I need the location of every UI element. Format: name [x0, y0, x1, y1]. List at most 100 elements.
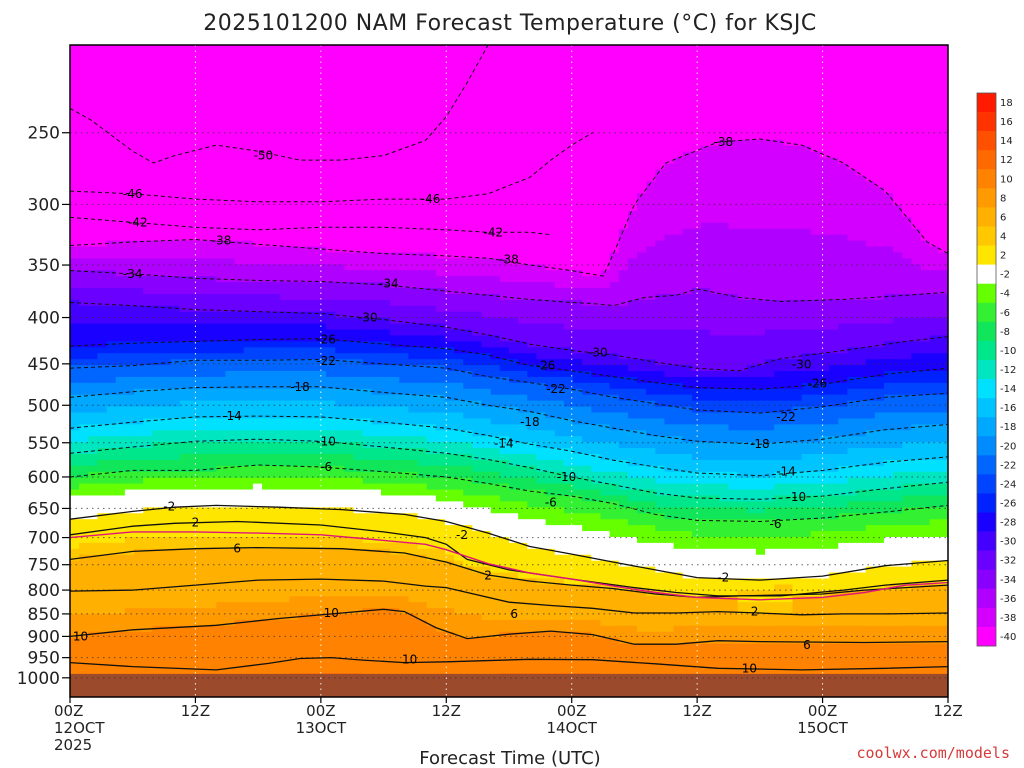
temperature-cell	[161, 501, 172, 508]
temperature-cell	[417, 501, 428, 508]
temperature-cell	[307, 519, 318, 526]
temperature-cell	[143, 388, 153, 396]
temperature-cell	[170, 116, 181, 123]
temperature-cell	[280, 643, 291, 651]
temperature-cell	[271, 216, 281, 224]
temperature-cell	[307, 477, 318, 485]
temperature-cell	[435, 365, 446, 372]
temperature-cell	[481, 317, 492, 325]
temperature-cell	[161, 548, 172, 556]
temperature-cell	[280, 45, 291, 52]
temperature-cell	[316, 299, 327, 307]
temperature-cell	[198, 329, 208, 337]
temperature-cell	[371, 412, 382, 420]
temperature-cell	[335, 122, 345, 129]
temperature-cell	[207, 205, 217, 212]
temperature-cell	[307, 151, 318, 159]
temperature-cell	[97, 590, 108, 597]
temperature-cell	[408, 359, 419, 366]
temperature-cell	[426, 507, 437, 514]
temperature-cell	[463, 590, 474, 597]
temperature-cell	[316, 554, 327, 562]
temperature-cell	[444, 359, 455, 366]
temperature-cell	[97, 430, 108, 437]
temperature-cell	[188, 193, 199, 200]
temperature-cell	[399, 62, 409, 70]
temperature-cell	[225, 614, 236, 621]
temperature-cell	[134, 258, 144, 265]
temperature-cell	[271, 371, 281, 378]
temperature-cell	[426, 305, 437, 313]
temperature-cell	[234, 293, 245, 301]
temperature-cell	[124, 282, 135, 289]
temperature-cell	[152, 323, 163, 331]
temperature-cell	[143, 240, 153, 248]
temperature-cell	[106, 359, 117, 366]
temperature-cell	[444, 643, 455, 651]
temperature-cell	[143, 465, 153, 473]
temperature-cell	[298, 68, 309, 76]
temperature-cell	[97, 193, 108, 200]
temperature-cell	[152, 329, 163, 337]
temperature-cell	[79, 246, 89, 254]
temperature-cell	[298, 602, 309, 609]
temperature-cell	[371, 122, 382, 129]
temperature-cell	[79, 388, 89, 396]
temperature-cell	[124, 74, 135, 82]
temperature-cell	[198, 471, 208, 479]
temperature-cell	[307, 406, 318, 414]
temperature-cell	[307, 98, 318, 105]
temperature-cell	[161, 507, 172, 514]
temperature-cell	[417, 489, 428, 497]
temperature-cell	[79, 234, 89, 242]
temperature-cell	[252, 122, 263, 129]
temperature-cell	[435, 608, 446, 615]
temperature-cell	[435, 276, 446, 283]
temperature-cell	[225, 625, 236, 633]
temperature-cell	[170, 50, 181, 58]
temperature-cell	[115, 590, 126, 597]
temperature-cell	[170, 412, 181, 420]
temperature-cell	[152, 110, 163, 117]
temperature-cell	[289, 110, 300, 117]
temperature-cell	[481, 299, 492, 307]
temperature-cell	[179, 92, 190, 99]
temperature-cell	[170, 193, 181, 200]
temperature-cell	[463, 525, 474, 532]
temperature-cell	[70, 293, 80, 301]
temperature-cell	[362, 293, 373, 301]
temperature-cell	[152, 649, 163, 657]
temperature-cell	[106, 116, 117, 123]
temperature-cell	[79, 625, 89, 633]
temperature-cell	[454, 169, 464, 176]
temperature-cell	[152, 388, 163, 396]
temperature-cell	[188, 68, 199, 76]
temperature-cell	[362, 288, 373, 295]
temperature-cell	[106, 193, 117, 200]
temperature-cell	[435, 661, 446, 668]
temperature-cell	[362, 430, 373, 437]
temperature-cell	[316, 240, 327, 248]
temperature-cell	[179, 483, 190, 491]
temperature-cell	[161, 448, 172, 455]
temperature-cell	[371, 299, 382, 307]
temperature-cell	[115, 542, 126, 550]
temperature-cell	[134, 371, 144, 378]
temperature-cell	[463, 655, 474, 663]
temperature-cell	[179, 584, 190, 591]
temperature-cell	[179, 578, 190, 585]
temperature-cell	[435, 50, 446, 58]
temperature-cell	[179, 548, 190, 556]
temperature-cell	[252, 649, 263, 657]
temperature-cell	[298, 412, 309, 420]
temperature-cell	[444, 465, 455, 473]
temperature-cell	[316, 388, 327, 396]
temperature-cell	[271, 394, 281, 402]
temperature-cell	[115, 436, 126, 443]
temperature-cell	[134, 92, 144, 99]
temperature-cell	[316, 56, 327, 64]
temperature-cell	[152, 548, 163, 556]
temperature-cell	[371, 228, 382, 236]
temperature-cell	[115, 258, 126, 265]
temperature-cell	[280, 169, 291, 176]
